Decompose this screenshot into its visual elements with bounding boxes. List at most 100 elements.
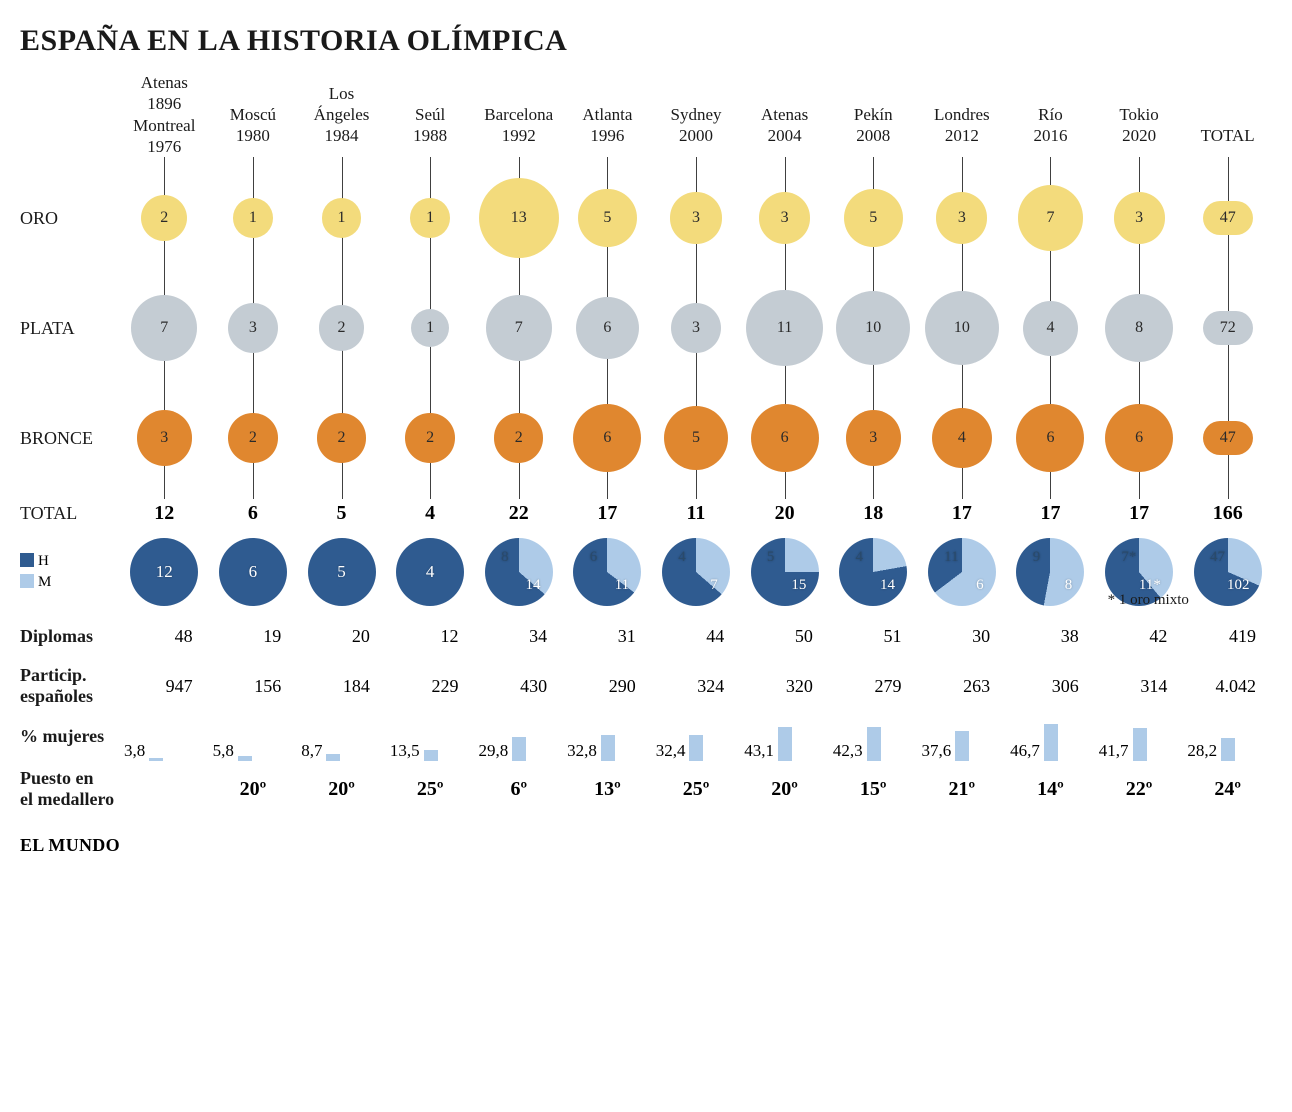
- bronce-bubble: 2: [317, 413, 366, 462]
- pct-mujeres-cell: 29,8: [474, 711, 563, 761]
- particip-value: 947: [120, 661, 209, 711]
- column-header: TOTAL: [1183, 83, 1272, 153]
- particip-value: 263: [918, 661, 1007, 711]
- pct-mujeres-cell: 3,8: [120, 711, 209, 761]
- particip-value: 320: [740, 661, 829, 711]
- puesto-value: 14º: [1006, 761, 1095, 817]
- pct-mujeres-bar: [955, 731, 969, 761]
- pct-mujeres-bar: [778, 727, 792, 761]
- oro-bubble: 1: [410, 198, 450, 238]
- diplomas-value: 42: [1095, 611, 1184, 661]
- hm-h-label: 11: [615, 577, 629, 594]
- puesto-value: 25º: [652, 761, 741, 817]
- oro-cell: 1: [209, 163, 298, 273]
- pct-mujeres-bar: [601, 735, 615, 761]
- hm-pie-cell: 12: [120, 533, 209, 611]
- plata-cell: 8: [1095, 273, 1184, 383]
- hm-h-label: 15: [791, 577, 806, 594]
- plata-bubble: 3: [671, 303, 722, 354]
- puesto-value: 6º: [474, 761, 563, 817]
- puesto-value: 24º: [1183, 761, 1272, 817]
- total-value: 17: [1095, 493, 1184, 533]
- column-header: Los Ángeles1984: [297, 83, 386, 153]
- bronce-bubble: 4: [932, 408, 992, 468]
- total-value: 18: [829, 493, 918, 533]
- particip-value: 324: [652, 661, 741, 711]
- hm-m-label: 5: [767, 549, 775, 566]
- diplomas-value: 38: [1006, 611, 1095, 661]
- particip-value: 4.042: [1183, 661, 1272, 711]
- plata-cell: 11: [740, 273, 829, 383]
- oro-bubble: 13: [479, 178, 559, 258]
- hm-pie-cell: 98: [1006, 533, 1095, 611]
- plata-cell: 1: [386, 273, 475, 383]
- puesto-value: [120, 761, 209, 817]
- particip-value: 306: [1006, 661, 1095, 711]
- column-header: Barcelona1992: [474, 83, 563, 153]
- column-header: Atlanta1996: [563, 83, 652, 153]
- bronce-row-label: BRONCE: [20, 428, 120, 449]
- oro-bubble: 3: [759, 192, 810, 243]
- column-header: Seúl1988: [386, 83, 475, 153]
- hm-pie-cell: 47: [652, 533, 741, 611]
- puesto-value: 22º: [1095, 761, 1184, 817]
- puesto-value: 20º: [740, 761, 829, 817]
- total-value: 17: [918, 493, 1007, 533]
- oro-cell: 1: [386, 163, 475, 273]
- diplomas-value: 51: [829, 611, 918, 661]
- oro-cell: 3: [652, 163, 741, 273]
- pct-mujeres-bar: [1044, 724, 1058, 761]
- column-header: Atenas1896Montreal1976: [120, 72, 209, 163]
- pct-mujeres-bar: [512, 737, 526, 761]
- bronce-cell: 2: [209, 383, 298, 493]
- hm-m-label: 11: [944, 549, 958, 566]
- hm-pie: 4: [396, 538, 464, 606]
- bronce-bubble: 6: [1016, 404, 1084, 472]
- oro-cell: 7: [1006, 163, 1095, 273]
- bronce-cell: 3: [120, 383, 209, 493]
- pct-mujeres-value: 41,7: [1099, 741, 1129, 761]
- oro-total-pill: 47: [1203, 201, 1253, 235]
- hm-pie: 12: [130, 538, 198, 606]
- pct-mujeres-cell: 37,6: [918, 711, 1007, 761]
- hm-m-label: 9: [1033, 549, 1041, 566]
- pct-mujeres-value: 43,1: [744, 741, 774, 761]
- hm-m-label: 47: [1210, 549, 1225, 566]
- pct-mujeres-value: 13,5: [390, 741, 420, 761]
- column-header: Londres2012: [918, 83, 1007, 153]
- bronce-cell: 2: [386, 383, 475, 493]
- hm-pie: 116: [928, 538, 996, 606]
- particip-value: 184: [297, 661, 386, 711]
- diplomas-value: 419: [1183, 611, 1272, 661]
- hm-h-label: 8: [1065, 577, 1073, 594]
- oro-cell: 13: [474, 163, 563, 273]
- plata-bubble: 4: [1023, 301, 1078, 356]
- column-header: Tokio2020: [1095, 83, 1184, 153]
- oro-cell: 5: [829, 163, 918, 273]
- pct-mujeres-cell: 13,5: [386, 711, 475, 761]
- puesto-value: 15º: [829, 761, 918, 817]
- oro-bubble: 5: [844, 189, 903, 248]
- pct-mujeres-cell: 8,7: [297, 711, 386, 761]
- bronce-cell: 6: [1095, 383, 1184, 493]
- hm-pie: 5: [308, 538, 376, 606]
- plata-cell: 7: [474, 273, 563, 383]
- hm-pie: 98: [1016, 538, 1084, 606]
- hm-h-label: 7: [710, 577, 718, 594]
- diplomas-value: 31: [563, 611, 652, 661]
- total-value: 166: [1183, 493, 1272, 533]
- plata-total-cell: 72: [1183, 273, 1272, 383]
- diplomas-value: 20: [297, 611, 386, 661]
- plata-bubble: 11: [746, 290, 823, 367]
- oro-bubble: 2: [141, 195, 187, 241]
- pct-mujeres-value: 32,8: [567, 741, 597, 761]
- bronce-bubble: 6: [1105, 404, 1173, 472]
- plata-cell: 4: [1006, 273, 1095, 383]
- pct-mujeres-cell: 32,4: [652, 711, 741, 761]
- pct-mujeres-value: 42,3: [833, 741, 863, 761]
- bronce-bubble: 6: [751, 404, 819, 472]
- oro-row-label: ORO: [20, 208, 120, 229]
- hm-pie-cell: 5 15: [740, 533, 829, 611]
- plata-total-pill: 72: [1203, 311, 1253, 345]
- plata-cell: 3: [209, 273, 298, 383]
